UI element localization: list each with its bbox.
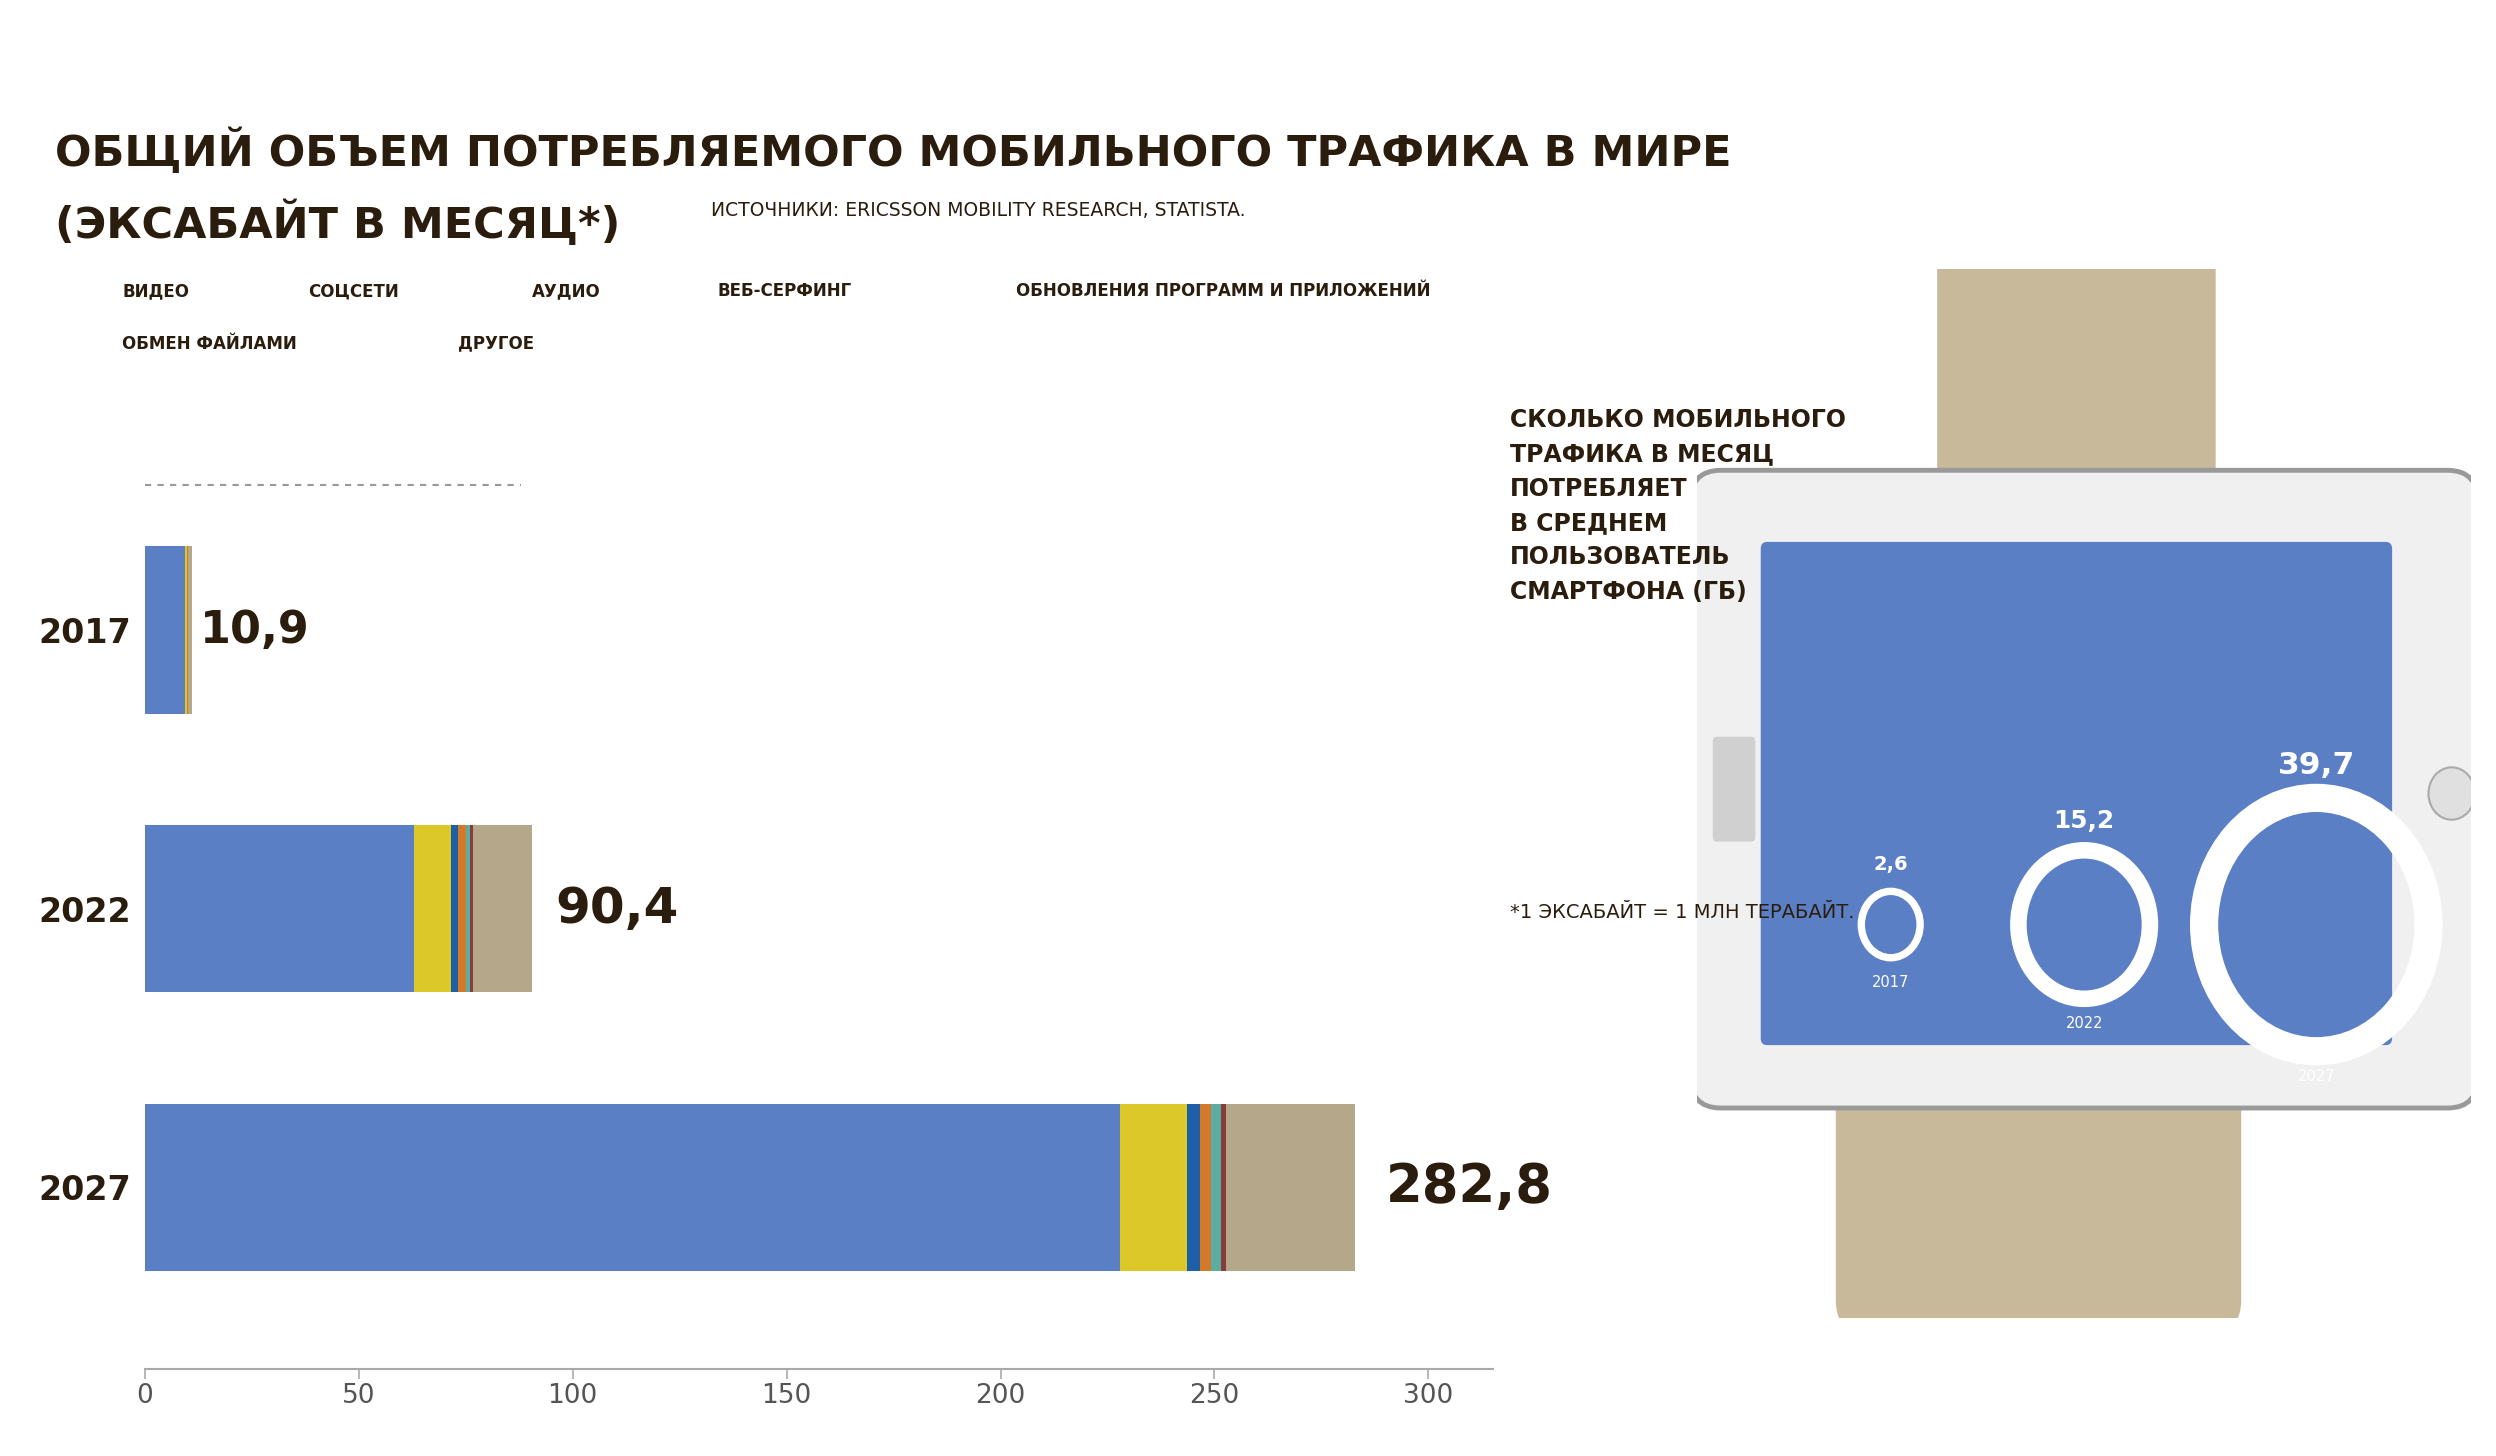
Bar [145, 1104, 1121, 1271]
FancyBboxPatch shape [1835, 1015, 1947, 1332]
Bar [469, 826, 472, 993]
FancyBboxPatch shape [1929, 1015, 2039, 1332]
Bar [459, 826, 467, 993]
Text: ОБМЕН ФАЙЛАМИ: ОБМЕН ФАЙЛАМИ [122, 335, 297, 352]
Bar [145, 546, 185, 713]
Bar [190, 546, 192, 713]
Bar [1186, 1104, 1201, 1271]
Text: 10,9: 10,9 [200, 609, 310, 651]
Bar [414, 826, 452, 993]
Bar [452, 826, 459, 993]
Circle shape [2049, 885, 2119, 964]
Circle shape [2429, 767, 2476, 820]
Bar [1211, 1104, 1221, 1271]
Text: ОБНОВЛЕНИЯ ПРОГРАММ И ПРИЛОЖЕНИЙ: ОБНОВЛЕНИЯ ПРОГРАММ И ПРИЛОЖЕНИЙ [1016, 282, 1430, 300]
Text: 39,7: 39,7 [2279, 751, 2354, 780]
Bar [472, 826, 532, 993]
Text: 282,8: 282,8 [1385, 1162, 1553, 1213]
Text: ОБЩИЙ ОБЪЕМ ПОТРЕБЛЯЕМОГО МОБИЛЬНОГО ТРАФИКА В МИРЕ: ОБЩИЙ ОБЪЕМ ПОТРЕБЛЯЕМОГО МОБИЛЬНОГО ТРА… [55, 128, 1732, 175]
Circle shape [1874, 907, 1907, 942]
FancyBboxPatch shape [2029, 1015, 2142, 1332]
Text: ИСТОЧНИКИ: ERICSSON MOBILITY RESEARCH, STATISTA.: ИСТОЧНИКИ: ERICSSON MOBILITY RESEARCH, S… [711, 201, 1246, 220]
Text: (ЭКСАБАЙТ В МЕСЯЦ*): (ЭКСАБАЙТ В МЕСЯЦ*) [55, 201, 622, 248]
Bar [1201, 1104, 1211, 1271]
Text: СКОЛЬКО МОБИЛЬНОГО
ТРАФИКА В МЕСЯЦ
ПОТРЕБЛЯЕТ
В СРЕДНЕМ
ПОЛЬЗОВАТЕЛЬ
СМАРТФОНА (: СКОЛЬКО МОБИЛЬНОГО ТРАФИКА В МЕСЯЦ ПОТРЕ… [1510, 408, 1847, 604]
Text: АУДИО: АУДИО [532, 282, 602, 300]
Text: 2027: 2027 [2296, 1069, 2336, 1083]
Text: *1 ЭКСАБАЙТ = 1 МЛН ТЕРАБАЙТ.: *1 ЭКСАБАЙТ = 1 МЛН ТЕРАБАЙТ. [1510, 903, 1855, 922]
Bar [1221, 1104, 1226, 1271]
Text: ДРУГОЕ: ДРУГОЕ [457, 335, 534, 352]
Bar [1121, 1104, 1186, 1271]
Circle shape [2259, 859, 2374, 990]
FancyBboxPatch shape [1690, 470, 2479, 1108]
Text: 90,4: 90,4 [557, 885, 679, 933]
Bar [145, 826, 414, 993]
Text: СОЦСЕТИ: СОЦСЕТИ [307, 282, 399, 300]
FancyBboxPatch shape [1712, 737, 1755, 842]
FancyBboxPatch shape [1760, 542, 2391, 1045]
Text: ВИДЕО: ВИДЕО [122, 282, 190, 300]
Text: ВЕБ-СЕРФИНГ: ВЕБ-СЕРФИНГ [719, 282, 851, 300]
Text: 2017: 2017 [1872, 976, 1909, 990]
Text: 2022: 2022 [2064, 1016, 2104, 1031]
Text: 2,6: 2,6 [1874, 855, 1907, 874]
FancyBboxPatch shape [2129, 1015, 2241, 1332]
Text: 15,2: 15,2 [2054, 810, 2114, 833]
Bar [467, 826, 469, 993]
FancyBboxPatch shape [1937, 165, 2216, 680]
Bar [1226, 1104, 1355, 1271]
